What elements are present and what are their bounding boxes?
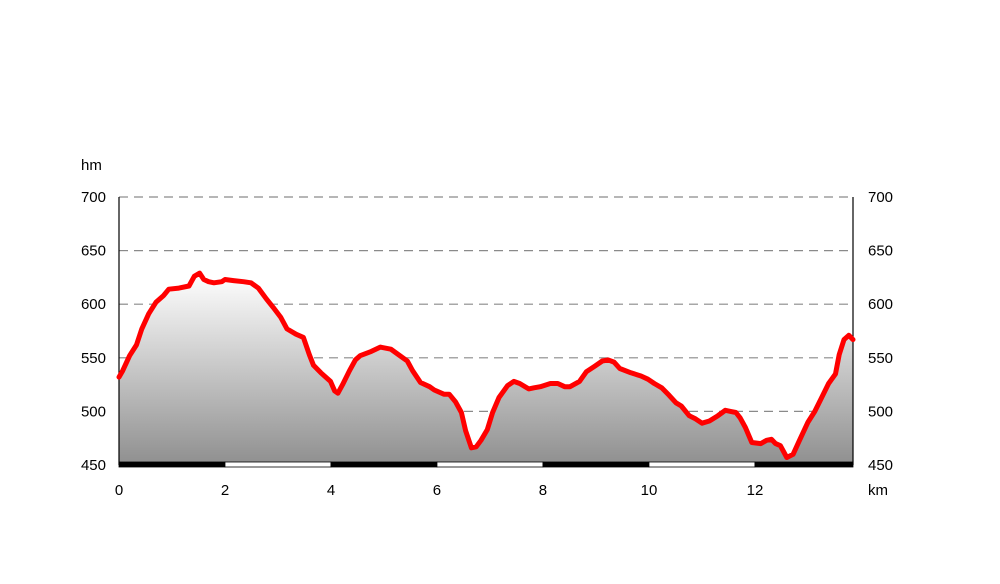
y-tick-label-right: 450 bbox=[868, 457, 893, 474]
scale-segment bbox=[330, 461, 438, 468]
x-axis-label: km bbox=[868, 482, 888, 499]
x-tick-label: 6 bbox=[433, 482, 441, 499]
x-tick-label: 10 bbox=[641, 482, 658, 499]
scale-segment bbox=[754, 461, 854, 468]
x-tick-label: 0 bbox=[115, 482, 123, 499]
y-tick-label-left: 700 bbox=[81, 189, 106, 206]
x-tick-label: 8 bbox=[539, 482, 547, 499]
elevation-line bbox=[116, 270, 856, 460]
x-tick-label: 4 bbox=[327, 482, 335, 499]
x-tick-label: 2 bbox=[221, 482, 229, 499]
y-tick-label-right: 700 bbox=[868, 189, 893, 206]
y-tick-label-right: 650 bbox=[868, 243, 893, 260]
y-tick-label-right: 550 bbox=[868, 350, 893, 367]
x-tick-label: 12 bbox=[747, 482, 764, 499]
y-tick-label-left: 500 bbox=[81, 403, 106, 420]
y-axis-label: hm bbox=[81, 157, 102, 174]
y-tick-label-left: 450 bbox=[81, 457, 106, 474]
scale-segment bbox=[224, 461, 332, 468]
y-tick-label-left: 550 bbox=[81, 350, 106, 367]
scale-segment bbox=[542, 461, 650, 468]
tick-labels: 450 450 500 500 550 550 600 600 650 650 700 700 0 2 4 6… bbox=[81, 189, 893, 499]
elevation-area bbox=[119, 273, 853, 465]
y-tick-label-left: 600 bbox=[81, 296, 106, 313]
scale-segment bbox=[648, 461, 756, 468]
scale-segment bbox=[436, 461, 544, 468]
y-tick-label-right: 600 bbox=[868, 296, 893, 313]
y-tick-label-left: 650 bbox=[81, 243, 106, 260]
distance-scale-bar bbox=[118, 461, 854, 468]
y-tick-label-right: 500 bbox=[868, 403, 893, 420]
scale-segment bbox=[118, 461, 226, 468]
